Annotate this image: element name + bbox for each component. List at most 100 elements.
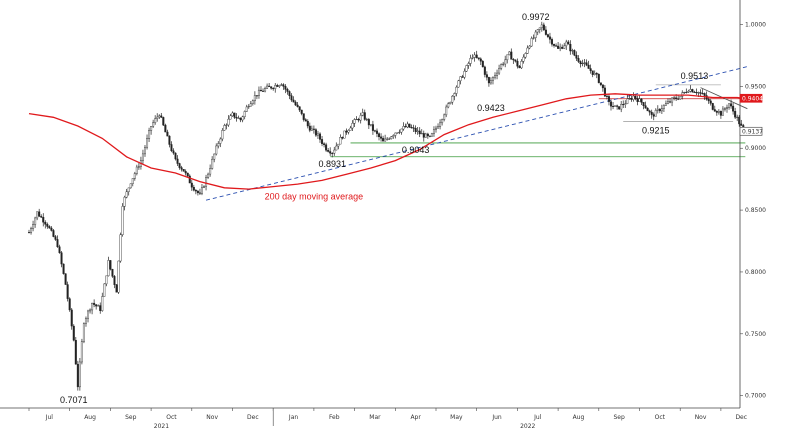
candle-body: [141, 153, 144, 161]
x-tick-label: Dec: [735, 414, 747, 421]
candle-body: [610, 101, 613, 107]
candle-body: [658, 108, 661, 112]
candle-body: [548, 36, 551, 40]
year-label: 2022: [520, 423, 535, 430]
candle-body: [213, 153, 216, 160]
annotation-label: 0.9423: [477, 103, 505, 113]
candle-body: [66, 284, 69, 299]
candle-body: [321, 139, 324, 144]
candle-body: [408, 123, 411, 128]
candle-body: [605, 95, 608, 97]
candle-body: [512, 59, 515, 61]
candle-body: [286, 89, 289, 92]
candle-body: [457, 80, 460, 88]
candle-body: [176, 158, 179, 164]
candle-body: [367, 119, 370, 126]
candle-body: [168, 135, 171, 145]
x-tick-label: Oct: [166, 414, 177, 421]
candle-body: [498, 68, 501, 74]
candle-body: [428, 135, 431, 137]
candle-body: [82, 323, 85, 342]
candle-body: [223, 125, 226, 131]
candle-body: [703, 93, 706, 96]
candle-body: [333, 149, 336, 154]
candle-body: [198, 192, 201, 194]
x-tick-label: Aug: [84, 414, 96, 421]
candle-body: [107, 260, 110, 277]
candle-body: [249, 103, 252, 107]
candle-body: [432, 129, 435, 134]
candle-body: [353, 119, 356, 124]
candle-body: [646, 107, 649, 112]
x-tick-label: Jan: [288, 414, 298, 421]
candle-body: [133, 173, 136, 179]
candle-body: [595, 72, 598, 75]
candle-body: [46, 224, 49, 227]
candle-body: [60, 252, 63, 265]
candle-body: [638, 98, 641, 102]
candle-body: [337, 143, 340, 147]
candle-body: [644, 105, 647, 109]
candle-body: [345, 130, 348, 133]
y-tick-label: 0.8000: [745, 269, 766, 276]
candle-body: [390, 136, 393, 140]
candle-body: [559, 46, 562, 49]
x-tick-label: Dec: [247, 414, 259, 421]
annotations: 0.7071 0.8931 0.9043 0.9423 0.9972 0.9513 0.92…: [60, 12, 708, 405]
x-tick-label: Nov: [206, 414, 218, 421]
candle-body: [563, 45, 566, 49]
candle-body: [262, 90, 265, 92]
candle-body: [449, 101, 452, 104]
candle-body: [477, 57, 480, 60]
moving-average-line: [28, 93, 748, 190]
candle-body: [174, 152, 177, 160]
y-tick-label: 0.9500: [745, 83, 766, 90]
candle-body: [510, 51, 513, 60]
candle-body: [406, 123, 409, 128]
candle-body: [178, 163, 181, 168]
price-tag-label: 0.9404: [742, 95, 763, 102]
candle-body: [363, 112, 366, 120]
candle-body: [371, 124, 374, 131]
candle-body: [203, 185, 206, 188]
candle-body: [603, 87, 606, 97]
candle-body: [685, 91, 688, 93]
candle-body: [272, 88, 275, 90]
x-tick-label: Apr: [410, 414, 421, 421]
candle-body: [158, 115, 161, 118]
candle-body: [491, 76, 494, 81]
candle-body: [650, 111, 653, 115]
candle-body: [160, 115, 163, 118]
candle-body: [62, 263, 65, 274]
candle-body: [123, 196, 126, 207]
candle-body: [648, 110, 651, 113]
candle-body: [146, 138, 149, 148]
candle-body: [304, 119, 307, 122]
candle-body: [585, 62, 588, 66]
candle-body: [306, 120, 309, 127]
candle-body: [526, 47, 529, 54]
candle-body: [200, 187, 203, 194]
moving-average-label: 200 day moving average: [265, 192, 364, 202]
candle-body: [540, 24, 543, 29]
candle-body: [709, 100, 712, 104]
candle-body: [170, 144, 173, 152]
annotation-label: 0.9972: [522, 12, 550, 22]
candle-body: [447, 103, 450, 108]
candle-body: [469, 57, 472, 64]
candle-body: [561, 46, 564, 49]
candle-body: [400, 128, 403, 133]
candle-body: [243, 111, 246, 117]
y-tick-label: 0.9000: [745, 145, 766, 152]
candle-body: [103, 283, 106, 297]
candle-body: [504, 59, 507, 65]
candle-body: [209, 168, 212, 175]
x-tick-label: May: [450, 414, 463, 421]
candle-body: [186, 172, 189, 177]
candle-body: [80, 341, 83, 363]
candle-body: [723, 108, 726, 110]
candle-body: [235, 117, 238, 119]
candle-body: [683, 91, 686, 94]
candle-body: [677, 98, 680, 100]
candle-body: [701, 93, 704, 95]
